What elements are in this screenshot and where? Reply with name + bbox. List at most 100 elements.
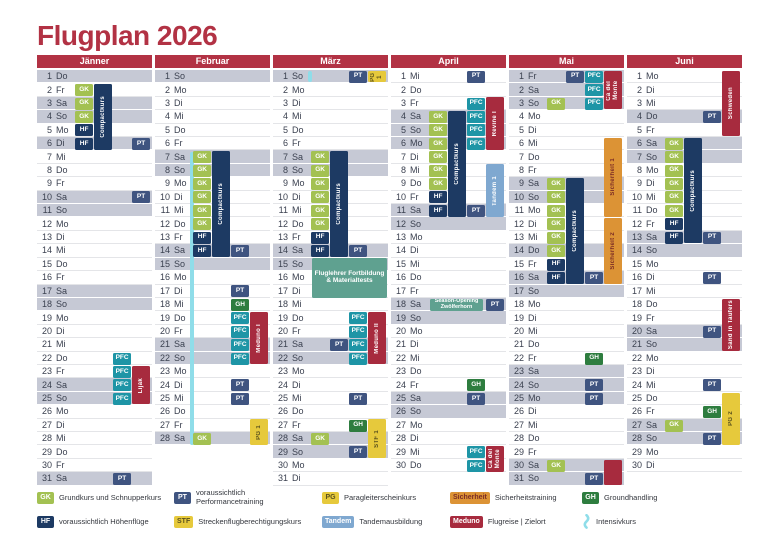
day-row: 5 Mo [37,124,152,138]
day-row: 2 Do [391,83,506,97]
day-number: 26 [277,406,288,417]
day-number: 6 [164,138,170,149]
day-row: 17 Di [273,285,388,298]
day-weekday: Di [646,84,655,95]
day-weekday: Fr [410,98,419,109]
day-number: 25 [513,392,524,403]
day-row: 22 Do [37,352,152,365]
day-number: 2 [400,84,406,95]
day-number: 10 [513,191,524,202]
day-row: 10 Sa [37,190,152,205]
legend-badge-gk: GK [37,491,54,504]
day-row: 26 Mo [37,405,152,419]
day-row: 25 Mo [509,391,624,406]
day-number: 14 [41,245,52,256]
day-number: 1 [46,71,52,82]
day-number: 16 [631,272,642,283]
day-number: 18 [395,299,406,310]
day-weekday: Do [646,205,658,216]
day-weekday: Mi [410,165,420,176]
day-number: 9 [636,178,642,189]
day-row: 1 Mo [627,70,742,84]
day-number: 13 [631,232,642,243]
day-row: 11 Mi [155,204,270,218]
day-row: 10 Fr [391,191,506,205]
day-number: 12 [277,218,288,229]
day-weekday: Do [292,124,304,135]
day-row: 30 Fr [37,459,152,473]
day-number: 22 [277,352,288,363]
day-weekday: Di [292,285,301,296]
day-number: 8 [46,165,52,176]
day-row: 12 Do [155,217,270,231]
day-number: 24 [41,379,52,390]
day-weekday: So [56,299,68,310]
day-weekday: Fr [528,258,537,269]
day-number: 11 [160,205,170,216]
day-row: 7 Do [509,150,624,164]
day-number: 18 [631,299,642,310]
day-number: 29 [513,446,524,457]
month-column-jänner: Jänner 1 Do 2 Fr 3 Sa 4 So 5 Mo 6 Di 7 Mi 8 Do 9 Fr 10 Sa 11 S… [37,55,152,486]
day-number: 17 [395,285,406,296]
day-weekday: Do [528,433,540,444]
day-row: 27 Sa [627,418,742,432]
day-number: 30 [631,459,642,470]
day-row: 16 Sa [509,271,624,285]
day-number: 23 [277,366,288,377]
day-weekday: Mo [56,312,69,323]
day-number: 28 [395,433,406,444]
day-number: 20 [631,325,642,336]
day-number: 27 [395,419,406,430]
day-row: 10 Mi [627,191,742,205]
day-row: 13 Sa [627,230,742,245]
day-row: 4 Do [627,110,742,124]
day-weekday: Di [646,178,655,189]
day-row: 21 Di [391,338,506,352]
day-number: 1 [164,71,170,82]
day-row: 4 Mi [155,110,270,124]
day-row: 27 Di [37,419,152,432]
day-row: 12 Do [273,217,388,231]
day-row: 15 Mi [391,258,506,272]
day-number: 18 [513,299,524,310]
day-weekday: Mi [174,299,184,310]
day-number: 21 [41,339,52,350]
day-weekday: Mo [174,366,187,377]
day-row: 22 So [155,351,270,365]
day-row: 12 Di [509,217,624,231]
day-weekday: Do [410,178,422,189]
day-row: 8 So [155,163,270,178]
legend-label: Grundkurs und Schnupperkurs [59,493,162,503]
day-row: 14 Do [509,244,624,258]
day-weekday: Sa [56,191,68,202]
day-row: 21 Sa [273,338,388,352]
day-weekday: So [292,71,304,82]
day-weekday: Mo [528,392,541,403]
day-weekday: Di [292,98,301,109]
day-number: 27 [277,419,288,430]
day-weekday: Mi [56,433,66,444]
day-row: 10 Di [155,191,270,205]
day-weekday: Mi [410,71,420,82]
day-number: 6 [518,138,524,149]
day-weekday: Sa [174,339,186,350]
day-number: 6 [282,138,288,149]
day-row: 23 Do [391,365,506,379]
day-weekday: Mo [646,71,659,82]
day-row: 20 Mi [509,325,624,339]
day-weekday: Mo [646,352,659,363]
day-number: 28 [513,433,524,444]
day-number: 5 [636,124,642,135]
day-weekday: Do [646,111,658,122]
day-row: 9 Fr [37,177,152,191]
day-row: 1 Mi [391,70,506,84]
day-row: 20 Fr [273,325,388,339]
day-row: 12 Fr [627,217,742,231]
day-weekday: So [174,258,186,269]
day-weekday: Do [292,218,304,229]
day-weekday: Fr [174,325,183,336]
day-weekday: Fr [646,406,655,417]
day-number: 22 [41,352,52,363]
day-number: 18 [277,299,288,310]
